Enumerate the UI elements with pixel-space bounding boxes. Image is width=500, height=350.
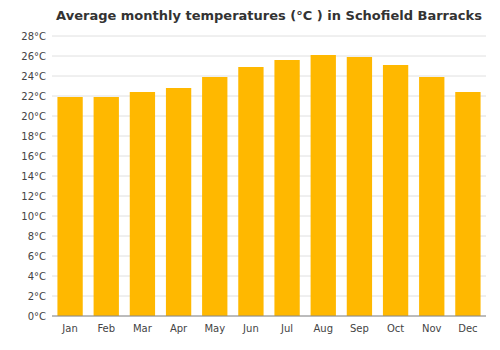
y-tick-label: 28°C bbox=[21, 31, 46, 42]
x-tick-label: Nov bbox=[422, 323, 442, 334]
bar bbox=[311, 55, 336, 316]
x-tick-label: Oct bbox=[387, 323, 404, 334]
grid-line bbox=[52, 316, 486, 317]
y-grid bbox=[52, 36, 486, 316]
x-tick-label: Apr bbox=[170, 323, 188, 334]
bar bbox=[238, 67, 263, 316]
bar bbox=[57, 97, 82, 316]
title: Average monthly temperatures (°C ) in Sc… bbox=[56, 8, 482, 23]
bars bbox=[57, 55, 480, 316]
x-tick-label: Mar bbox=[133, 323, 153, 334]
y-tick-label: 4°C bbox=[28, 271, 46, 282]
x-tick-label: Jul bbox=[280, 323, 293, 334]
y-tick-label: 14°C bbox=[21, 171, 46, 182]
y-tick-label: 18°C bbox=[21, 131, 46, 142]
bar bbox=[383, 65, 408, 316]
grid-line bbox=[52, 76, 486, 77]
chart-container: Average monthly temperatures (°C ) in Sc… bbox=[0, 0, 500, 350]
bar bbox=[347, 57, 372, 316]
y-tick-label: 0°C bbox=[28, 311, 46, 322]
grid-line bbox=[52, 56, 486, 57]
page: {"chart_data": {"type": "bar", "title": … bbox=[0, 0, 500, 350]
chart-svg: Average monthly temperatures (°C ) in Sc… bbox=[0, 0, 500, 350]
x-tick-label: Aug bbox=[313, 323, 333, 334]
bar bbox=[419, 77, 444, 316]
y-tick-label: 10°C bbox=[21, 211, 46, 222]
x-tick-label: Jan bbox=[61, 323, 77, 334]
y-tick-labels: 0°C 2°C 4°C 6°C 8°C 10°C 12°C 14°C 16°C 18°C 20°C 2… bbox=[21, 31, 46, 322]
y-tick-label: 24°C bbox=[21, 71, 46, 82]
x-tick-label: Feb bbox=[97, 323, 115, 334]
y-tick-label: 16°C bbox=[21, 151, 46, 162]
y-tick-label: 20°C bbox=[21, 111, 46, 122]
y-tick-label: 2°C bbox=[28, 291, 46, 302]
x-tick-label: May bbox=[204, 323, 225, 334]
bar bbox=[94, 97, 119, 316]
y-tick-label: 8°C bbox=[28, 231, 46, 242]
bar bbox=[166, 88, 191, 316]
y-tick-label: 26°C bbox=[21, 51, 46, 62]
bar bbox=[202, 77, 227, 316]
x-tick-label: Jun bbox=[242, 323, 259, 334]
x-axis-line bbox=[52, 316, 486, 317]
x-tick-label: Sep bbox=[350, 323, 369, 334]
bar bbox=[130, 92, 155, 316]
x-tick-labels: Jan Feb Mar Apr May Jun Jul Aug Sep Oct Nov Dec bbox=[61, 323, 477, 334]
bar bbox=[274, 60, 299, 316]
y-tick-label: 22°C bbox=[21, 91, 46, 102]
x-tick-label: Dec bbox=[458, 323, 477, 334]
y-tick-label: 6°C bbox=[28, 251, 46, 262]
background bbox=[0, 0, 500, 350]
bar bbox=[455, 92, 480, 316]
grid-line bbox=[52, 36, 486, 37]
y-tick-label: 12°C bbox=[21, 191, 46, 202]
